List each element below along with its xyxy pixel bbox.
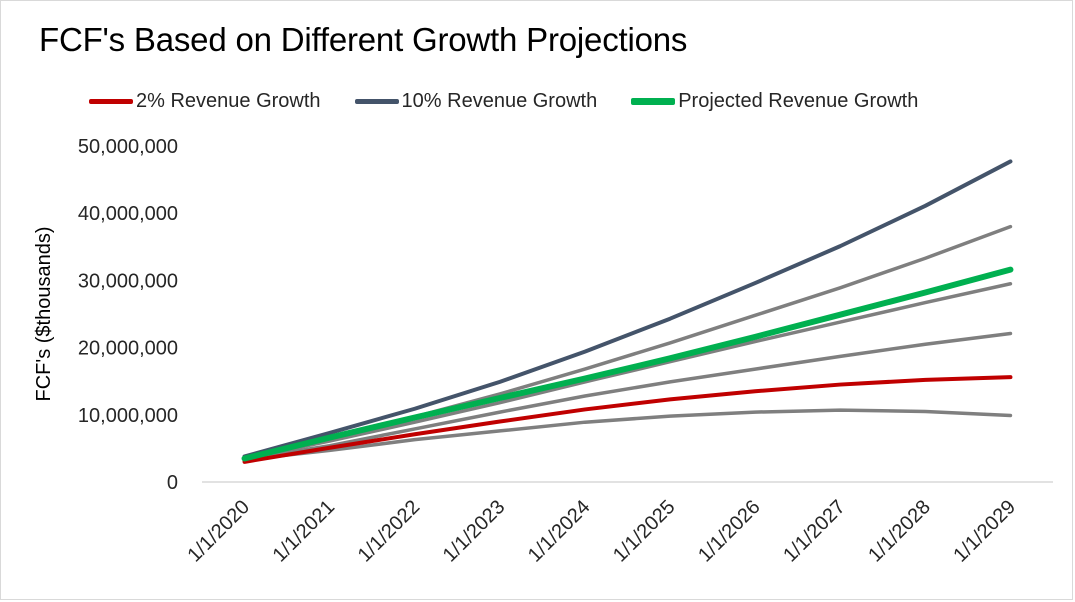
legend-swatch-2pct	[89, 98, 133, 104]
x-tick-label: 1/1/2029	[949, 496, 1020, 567]
x-tick-label: 1/1/2028	[864, 496, 935, 567]
legend-item-10pct: 10% Revenue Growth	[354, 89, 598, 113]
x-tick-label: 1/1/2026	[694, 496, 765, 567]
series-line-scenario-1	[242, 408, 1013, 462]
x-tick-label: 1/1/2025	[609, 496, 680, 567]
x-tick-label: 1/1/2024	[524, 496, 595, 567]
series-line-projected-revenue-growth	[241, 266, 1014, 462]
y-tick-label: 50,000,000	[78, 136, 178, 158]
y-tick-label: 0	[167, 472, 178, 494]
legend-swatch-projected	[631, 97, 676, 105]
x-tick-label: 1/1/2020	[183, 496, 254, 567]
series-line-2-revenue-growth	[242, 375, 1013, 464]
x-tick-label: 1/1/2023	[439, 496, 510, 567]
chart-title: FCF's Based on Different Growth Projecti…	[39, 21, 688, 58]
series-line-scenario-2	[242, 331, 1013, 461]
series-line-10-revenue-growth	[242, 159, 1013, 459]
x-tick-label: 1/1/2021	[269, 496, 340, 567]
y-axis-title: FCF's ($thousands)	[33, 227, 55, 402]
legend-label-projected: Projected Revenue Growth	[678, 89, 919, 112]
x-tick-label: 1/1/2022	[354, 496, 425, 567]
legend-label-2pct: 2% Revenue Growth	[136, 89, 321, 112]
x-tick-label: 1/1/2027	[779, 496, 850, 567]
series-line-scenario-3	[242, 282, 1013, 461]
legend-item-2pct: 2% Revenue Growth	[89, 90, 321, 113]
legend-swatch-10pct	[354, 98, 399, 104]
y-tick-label: 40,000,000	[78, 203, 178, 225]
legend-label-10pct: 10% Revenue Growth	[401, 89, 598, 112]
y-tick-label: 20,000,000	[78, 338, 178, 360]
y-tick-label: 30,000,000	[78, 270, 178, 292]
legend-item-projected: Projected Revenue Growth	[631, 90, 918, 113]
chart-legend: 2% Revenue Growth 10% Revenue Growth Pro…	[89, 87, 952, 115]
y-tick-label: 10,000,000	[78, 405, 178, 427]
